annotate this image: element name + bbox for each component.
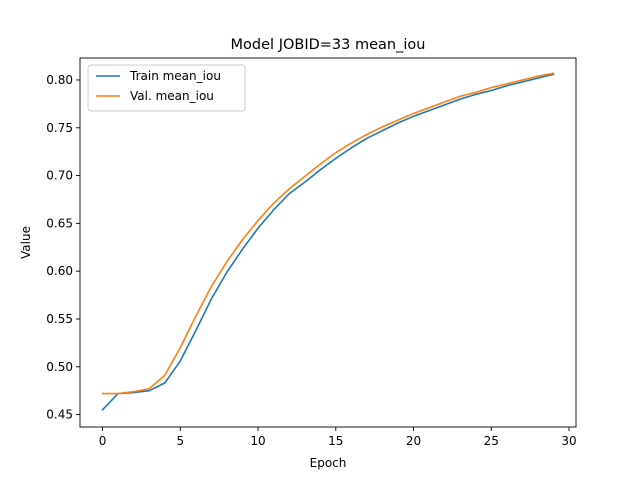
x-tick-label: 20 [406, 434, 421, 448]
x-tick-label: 10 [250, 434, 265, 448]
legend: Train mean_iou Val. mean_iou [87, 64, 246, 112]
y-tick-label: 0.80 [46, 73, 73, 87]
y-tick-label: 0.60 [46, 264, 73, 278]
plot-area: 0 5 10 15 20 25 30 0.45 0.50 0.55 0.60 0.65 0.70 0.75… [46, 57, 577, 448]
legend-label-train: Train mean_iou [129, 69, 221, 83]
series-line-val [101, 72, 555, 395]
legend-box [87, 64, 246, 112]
legend-label-val: Val. mean_iou [130, 89, 214, 103]
x-axis-label: Epoch [310, 456, 347, 470]
y-tick-label: 0.55 [46, 312, 73, 326]
y-axis-label: Value [19, 226, 33, 259]
y-tick-label: 0.45 [46, 408, 73, 422]
y-tick-label: 0.65 [46, 216, 73, 230]
axes-frame [79, 57, 577, 428]
x-tick-label: 15 [328, 434, 343, 448]
chart-title: Model JOBID=33 mean_iou [231, 37, 426, 53]
y-tick-label: 0.75 [46, 121, 73, 135]
x-tick-label: 30 [561, 434, 576, 448]
x-tick-label: 25 [484, 434, 499, 448]
y-tick-label: 0.50 [46, 360, 73, 374]
y-tick-label: 0.70 [46, 169, 73, 183]
x-tick-label: 5 [176, 434, 184, 448]
series-line-train [101, 73, 555, 411]
x-tick-label: 0 [99, 434, 107, 448]
